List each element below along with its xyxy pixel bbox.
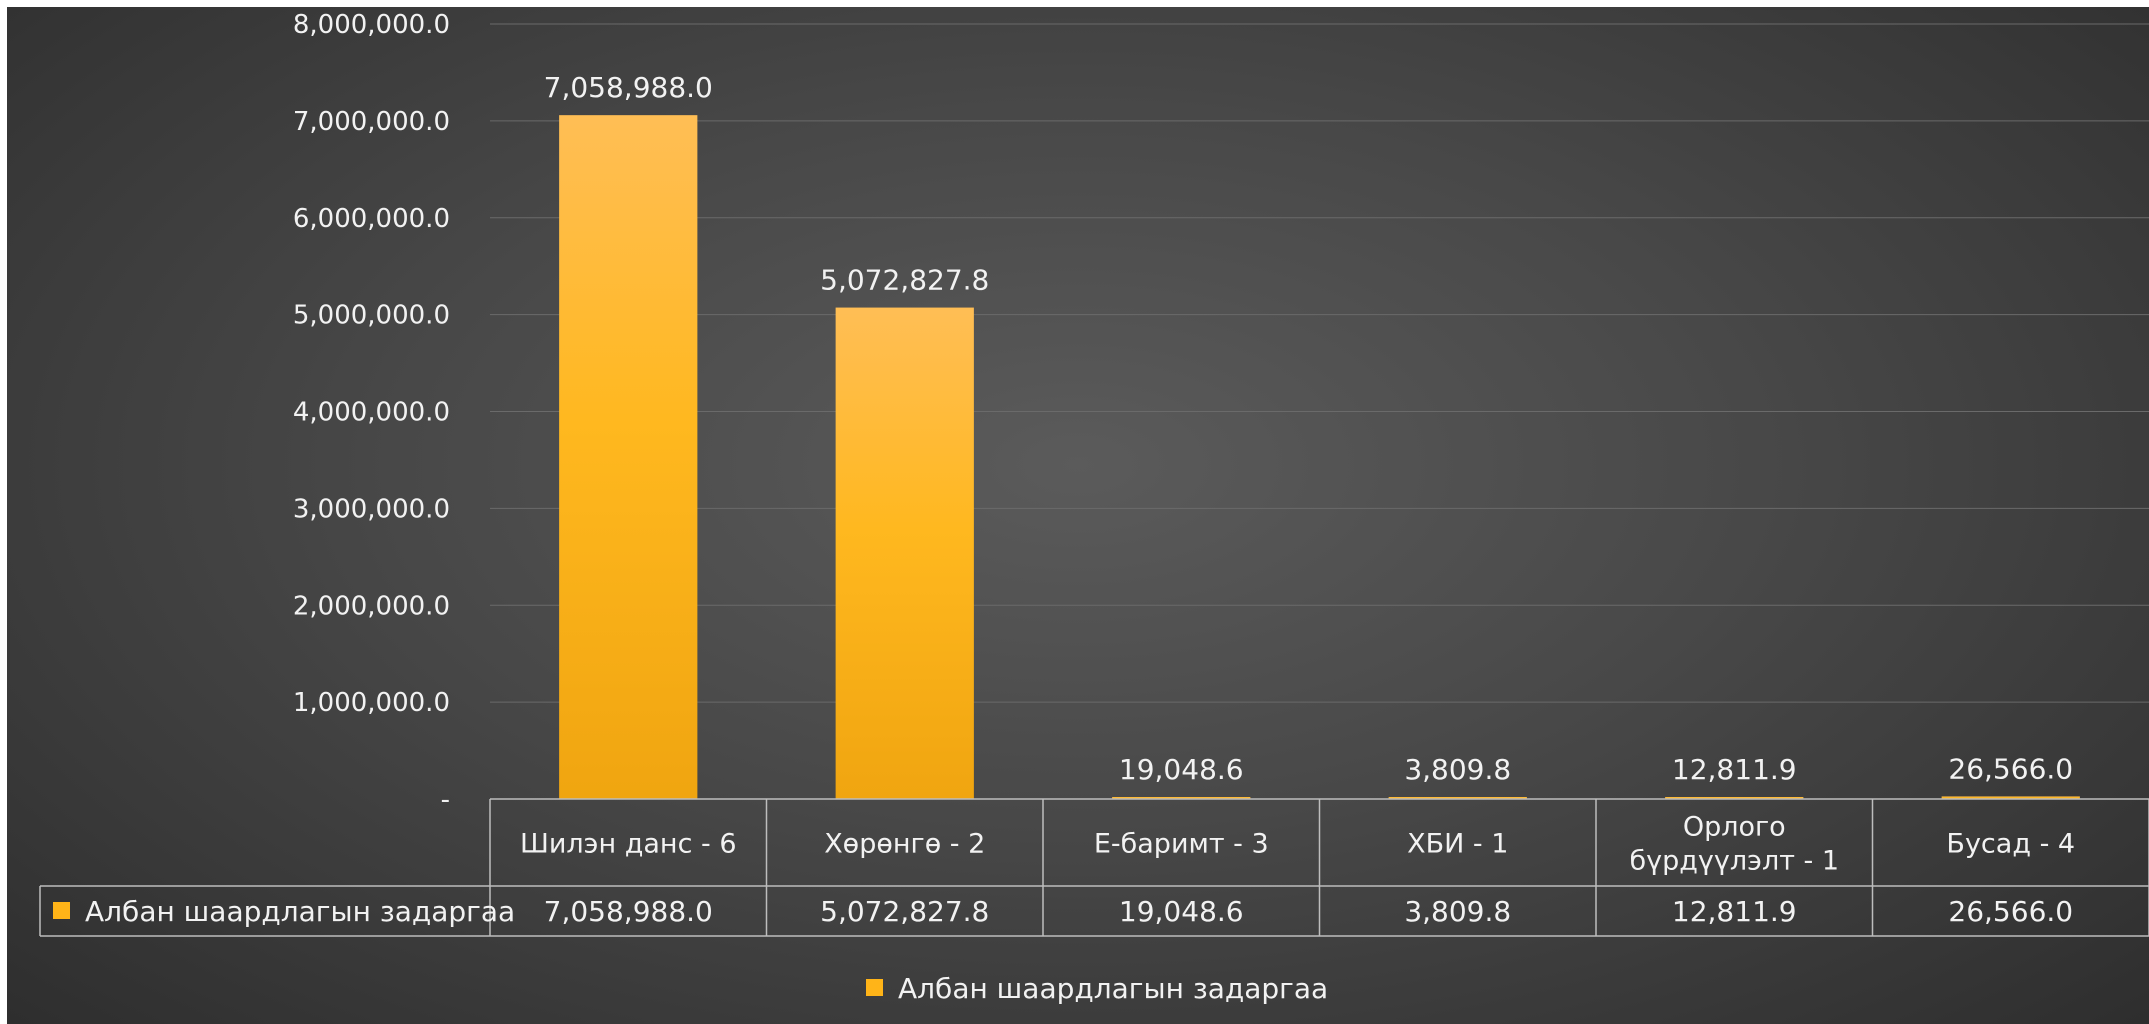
table-value: 7,058,988.0 <box>544 895 713 928</box>
bar <box>1941 796 2080 799</box>
bar <box>559 115 698 800</box>
table-value: 12,811.9 <box>1672 895 1797 928</box>
y-tick-label: 4,000,000.0 <box>293 398 450 428</box>
series-name: Албан шаардлагын задаргаа <box>85 895 515 928</box>
legend-label: Албан шаардлагын задаргаа <box>898 972 1328 1005</box>
y-tick-label: 3,000,000.0 <box>293 494 450 524</box>
y-tick-label: 2,000,000.0 <box>293 591 450 621</box>
y-tick-label: - <box>441 785 450 815</box>
series-key <box>53 902 70 919</box>
bar <box>835 307 974 799</box>
category-label: Хөрөнгө - 2 <box>824 829 985 860</box>
data-label: 12,811.9 <box>1672 753 1797 786</box>
category-label: Орлого <box>1683 812 1786 843</box>
table-value: 26,566.0 <box>1948 895 2073 928</box>
y-tick-label: 5,000,000.0 <box>293 301 450 331</box>
data-label: 26,566.0 <box>1948 752 2073 785</box>
y-tick-label: 8,000,000.0 <box>293 10 450 40</box>
category-label: Е-баримт - 3 <box>1094 829 1269 860</box>
data-label: 5,072,827.8 <box>820 264 989 297</box>
data-label: 7,058,988.0 <box>544 71 713 104</box>
category-label: Бусад - 4 <box>1946 829 2075 860</box>
bar-chart: - 1,000,000.0 2,000,000.0 3,000,000.0 4,000,… <box>39 10 2149 1005</box>
y-tick-label: 1,000,000.0 <box>293 688 450 718</box>
category-label: Шилэн данс - 6 <box>520 829 737 860</box>
bar <box>1112 797 1251 799</box>
legend-key <box>866 979 883 996</box>
bar <box>1388 797 1527 799</box>
chart-area: - 1,000,000.0 2,000,000.0 3,000,000.0 4,000,… <box>7 7 2149 1024</box>
data-label: 19,048.6 <box>1119 753 1244 786</box>
data-label: 3,809.8 <box>1404 753 1511 786</box>
bar <box>1665 797 1804 799</box>
table-value: 3,809.8 <box>1404 895 1511 928</box>
table-value: 5,072,827.8 <box>820 895 989 928</box>
category-label: бүрдүүлэлт - 1 <box>1629 846 1839 877</box>
table-value: 19,048.6 <box>1119 895 1244 928</box>
y-tick-label: 7,000,000.0 <box>293 107 450 137</box>
y-tick-label: 6,000,000.0 <box>293 204 450 234</box>
category-label: ХБИ - 1 <box>1407 829 1508 860</box>
